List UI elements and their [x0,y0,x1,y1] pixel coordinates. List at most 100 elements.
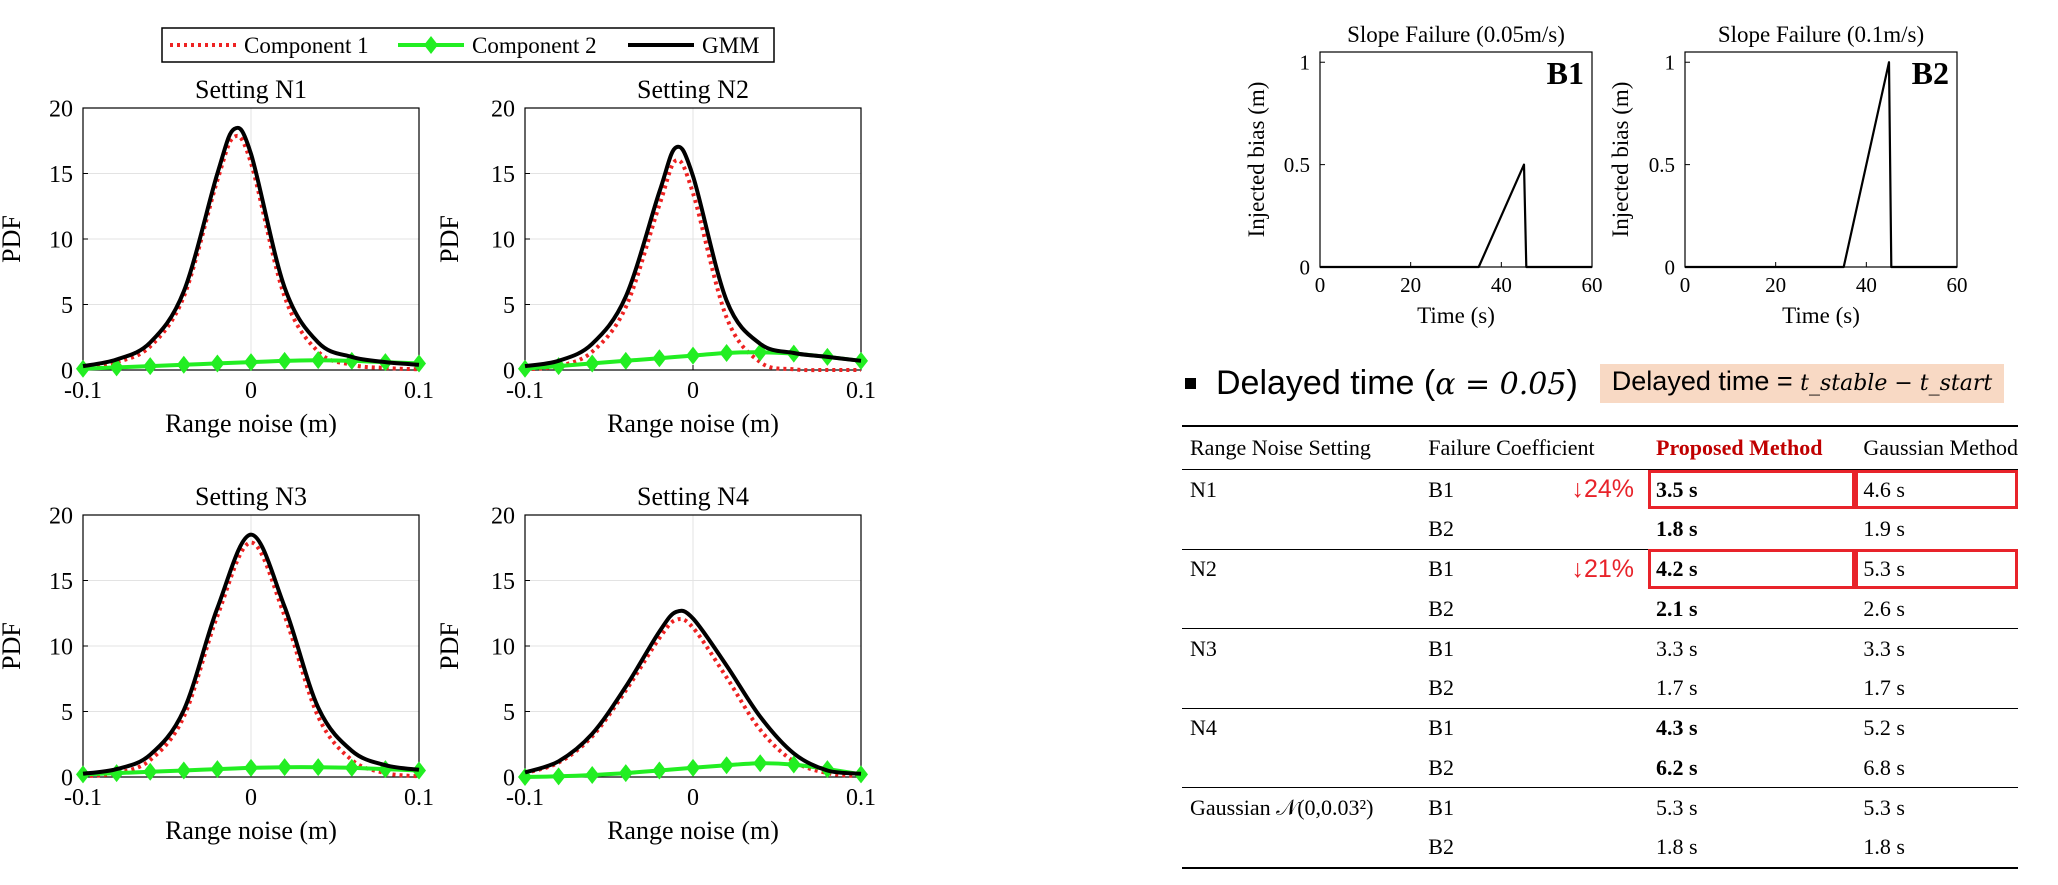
panel-label: B2 [1912,55,1949,91]
injected-bias-figure: 0 20 40 60 0 0.5 1 Slope Failure (0.05m/s) Time … [1244,22,1968,328]
cell-coefficient: B2 [1428,834,1454,860]
cell-proposed-highlighted: 3.5 s [1648,469,1856,510]
x-tick-label: 20 [1400,273,1421,297]
x-tick-label: 0 [687,785,699,811]
data-point-marker [719,756,734,775]
data-point-marker [176,355,191,374]
series-line-gmm [524,144,862,369]
data-point-marker [176,761,191,780]
table-row: N1 B1 ↓24% 3.5 s 4.6 s [1182,469,2018,510]
y-tick-label: 0 [1300,255,1311,279]
data-point-marker [854,351,868,370]
cell-coefficient: B2 [1420,588,1543,630]
y-tick-label: 10 [491,634,515,660]
cell-setting [1182,668,1421,709]
y-axis-label: PDF [0,622,26,670]
data-point-marker [618,764,633,783]
data-point-marker [618,351,633,370]
cell-proposed: 5.3 s [1656,795,1698,821]
table-row: B2 1.7 s 1.7 s [1182,668,2018,709]
series-line-gmm [82,532,420,776]
data-point-marker [210,354,225,373]
y-tick-label: 0.5 [1649,153,1675,177]
chart-legend: Component 1 Component 2 GMM [161,27,775,63]
y-tick-label: 20 [491,503,515,529]
data-point-marker [518,359,532,378]
y-tick-label: 10 [49,634,73,660]
chart-slope-failure-b1: 0 20 40 60 0 0.5 1 Slope Failure (0.05m/s) Time … [1244,22,1603,328]
cell-proposed: 1.7 s [1648,668,1856,709]
cell-coefficient: B1 [1428,795,1454,821]
data-point-marker [786,755,801,774]
cell-coefficient: B1 [1428,476,1454,502]
data-point-marker [551,767,566,786]
cell-coefficient: B2 [1420,668,1543,709]
data-point-marker [76,765,90,784]
data-point-marker [719,343,734,362]
gmm-pdf-figure: Component 1 Component 2 GMM -0.1 0 0.10510… [0,27,876,845]
x-axis-label: Time (s) [1417,303,1495,328]
x-tick-label: -0.1 [506,378,544,404]
x-tick-label: 60 [1947,273,1968,297]
x-tick-label: 40 [1491,273,1512,297]
series-line-gmm [524,608,862,776]
x-axis-label: Range noise (m) [165,816,337,845]
formula-expression: t_stable − t_start [1800,370,1993,396]
table-row: N4 B1 4.3 s 5.2 s [1182,708,2018,748]
x-tick-label: 0.1 [404,785,434,811]
cell-setting: N4 [1190,715,1217,741]
series-line-component-1 [524,158,862,373]
header-failure-coefficient: Failure Coefficient [1420,426,1648,470]
cell-reduction [1543,788,1648,828]
table-row: B2 1.8 s 1.9 s [1182,509,2018,550]
y-tick-label: 1 [1300,51,1311,75]
table-row: N2 B1 ↓21% 4.2 s 5.3 s [1182,549,2018,589]
x-tick-label: -0.1 [64,378,102,404]
y-tick-label: 5 [503,700,515,726]
delayed-time-formula: Delayed time = t_stable − t_start [1599,363,2005,403]
header-gaussian-method: Gaussian Method [1855,426,2018,470]
y-tick-label: 15 [49,569,73,595]
x-tick-label: 0.1 [846,378,876,404]
series-line-component-1 [82,540,420,779]
chart-title: Setting N1 [195,75,307,104]
data-point-marker [753,754,768,773]
legend-label-gmm: GMM [702,33,760,58]
y-tick-label: 0.5 [1284,153,1310,177]
series-line-bias [1320,163,1592,269]
cell-reduction [1543,708,1648,748]
formula-prefix: Delayed time = [1611,365,1801,396]
y-tick-label: 5 [503,293,515,319]
y-tick-label: 20 [49,96,73,122]
cell-reduction [1542,509,1648,550]
data-point-marker [76,359,90,378]
data-point-marker [686,346,700,365]
series-line-bias [1685,61,1957,269]
y-tick-label: 0 [503,358,515,384]
panel-label: B1 [1547,55,1584,91]
y-tick-label: 15 [491,569,515,595]
x-tick-label: -0.1 [64,785,102,811]
data-point-marker [652,761,667,780]
x-tick-label: 20 [1765,273,1786,297]
cell-setting: N3 [1190,635,1217,661]
y-axis-label: PDF [435,622,464,670]
y-tick-label: 10 [491,227,515,253]
cell-setting: N2 [1190,556,1217,582]
data-point-marker [277,351,292,370]
y-tick-label: 0 [1665,255,1676,279]
header-proposed-method: Proposed Method [1648,426,1856,470]
y-tick-label: 0 [61,358,73,384]
chart-title: Setting N3 [195,482,307,511]
y-axis-label: Injected bias (m) [1608,82,1633,238]
table-header-row: Range Noise Setting Failure Coefficient … [1182,426,2018,470]
cell-proposed: 3.3 s [1656,635,1698,661]
x-tick-label: 40 [1856,273,1877,297]
cell-setting [1182,748,1421,789]
data-point-marker [244,353,258,372]
chart-title: Setting N2 [637,75,749,104]
data-point-marker [585,354,600,373]
